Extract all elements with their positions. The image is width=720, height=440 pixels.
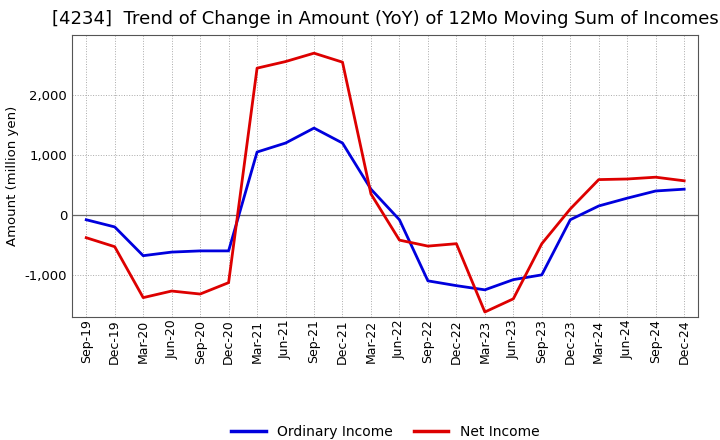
- Ordinary Income: [225, 248, 233, 253]
- Ordinary Income: [537, 272, 546, 278]
- Legend: Ordinary Income, Net Income: Ordinary Income, Net Income: [225, 420, 545, 440]
- Title: [4234]  Trend of Change in Amount (YoY) of 12Mo Moving Sum of Incomes: [4234] Trend of Change in Amount (YoY) o…: [52, 10, 719, 28]
- Line: Net Income: Net Income: [86, 53, 684, 312]
- Net Income: [423, 243, 432, 249]
- Net Income: [480, 309, 489, 315]
- Ordinary Income: [480, 287, 489, 293]
- Ordinary Income: [623, 195, 631, 201]
- Ordinary Income: [652, 188, 660, 194]
- Line: Ordinary Income: Ordinary Income: [86, 128, 684, 290]
- Ordinary Income: [680, 187, 688, 192]
- Net Income: [196, 291, 204, 297]
- Ordinary Income: [395, 217, 404, 222]
- Ordinary Income: [452, 283, 461, 288]
- Ordinary Income: [253, 150, 261, 155]
- Ordinary Income: [196, 248, 204, 253]
- Net Income: [652, 175, 660, 180]
- Ordinary Income: [366, 187, 375, 192]
- Net Income: [509, 296, 518, 301]
- Net Income: [566, 206, 575, 212]
- Net Income: [253, 66, 261, 71]
- Ordinary Income: [338, 140, 347, 146]
- Net Income: [338, 59, 347, 65]
- Net Income: [282, 59, 290, 64]
- Ordinary Income: [595, 203, 603, 209]
- Net Income: [680, 178, 688, 183]
- Ordinary Income: [509, 277, 518, 282]
- Net Income: [82, 235, 91, 240]
- Net Income: [139, 295, 148, 300]
- Ordinary Income: [110, 224, 119, 230]
- Net Income: [110, 244, 119, 249]
- Y-axis label: Amount (million yen): Amount (million yen): [6, 106, 19, 246]
- Ordinary Income: [310, 125, 318, 131]
- Net Income: [623, 176, 631, 182]
- Ordinary Income: [139, 253, 148, 258]
- Net Income: [395, 238, 404, 243]
- Net Income: [537, 241, 546, 246]
- Ordinary Income: [423, 278, 432, 283]
- Ordinary Income: [566, 217, 575, 222]
- Net Income: [310, 51, 318, 56]
- Net Income: [366, 191, 375, 197]
- Net Income: [167, 288, 176, 293]
- Ordinary Income: [167, 249, 176, 255]
- Ordinary Income: [282, 140, 290, 146]
- Net Income: [225, 280, 233, 285]
- Ordinary Income: [82, 217, 91, 222]
- Net Income: [595, 177, 603, 182]
- Net Income: [452, 241, 461, 246]
